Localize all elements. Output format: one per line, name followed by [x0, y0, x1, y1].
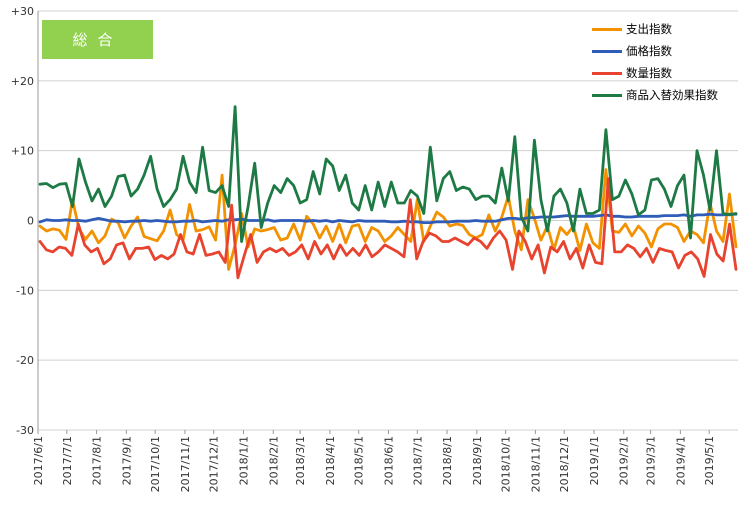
x-tick-label: 2017/12/1 [208, 436, 221, 492]
legend-item: 支出指数 [592, 18, 718, 40]
legend-label: 商品入替効果指数 [626, 88, 718, 102]
y-tick-label: +10 [11, 145, 34, 158]
x-tick-label: 2018/11/1 [529, 436, 542, 492]
legend-swatch [592, 27, 622, 31]
y-tick-label: 0 [27, 215, 34, 228]
y-tick-label: +20 [11, 75, 34, 88]
y-tick-label: -10 [16, 284, 34, 297]
x-tick-label: 2018/10/1 [500, 436, 513, 492]
y-tick-label: -20 [16, 354, 34, 367]
series-line-0 [38, 168, 738, 271]
x-tick-label: 2017/7/1 [61, 436, 74, 485]
x-tick-label: 2018/5/1 [353, 436, 366, 485]
legend-item: 数量指数 [592, 62, 718, 84]
x-tick-label: 2019/4/1 [674, 436, 687, 485]
x-tick-label: 2018/9/1 [471, 436, 484, 485]
chart-legend: 支出指数価格指数数量指数商品入替効果指数 [592, 18, 718, 106]
legend-swatch [592, 93, 622, 97]
legend-label: 支出指数 [626, 22, 672, 36]
legend-item: 価格指数 [592, 40, 718, 62]
x-tick-label: 2017/10/1 [149, 436, 162, 492]
x-tick-label: 2017/9/1 [120, 436, 133, 485]
chart-title: 総合 [72, 31, 123, 49]
x-tick-label: 2017/6/1 [32, 436, 45, 485]
legend-label: 価格指数 [626, 44, 672, 58]
y-axis-tick-labels: +30 +20 +10 0 -10 -20 -30 [11, 5, 34, 437]
x-tick-label: 2019/2/1 [618, 436, 631, 485]
x-tick-label: 2018/4/1 [324, 436, 337, 485]
series-line-2 [38, 177, 738, 280]
x-tick-label: 2018/3/1 [294, 436, 307, 485]
series-line-3 [38, 105, 738, 243]
series-lines [38, 105, 738, 280]
x-tick-label: 2017/11/1 [179, 436, 192, 492]
series-line-1 [38, 212, 738, 225]
x-tick-label: 2018/1/1 [237, 436, 250, 485]
chart-title-badge: 総合 [42, 20, 153, 59]
x-tick-label: 2019/1/1 [588, 436, 601, 485]
x-tick-label: 2018/12/1 [558, 436, 571, 492]
legend-swatch [592, 49, 622, 53]
chart-axes [37, 11, 710, 434]
x-tick-label: 2017/8/1 [91, 436, 104, 485]
x-tick-label: 2019/5/1 [703, 436, 716, 485]
x-axis-tick-labels: 2017/6/1 2017/7/1 2017/8/1 2017/9/1 2017/10/… [32, 436, 716, 492]
y-tick-label: +30 [11, 5, 34, 18]
legend-swatch [592, 71, 622, 75]
legend-item: 商品入替効果指数 [592, 84, 718, 106]
legend-label: 数量指数 [626, 66, 672, 80]
x-tick-label: 2018/6/1 [382, 436, 395, 485]
x-tick-label: 2018/2/1 [267, 436, 280, 485]
x-tick-label: 2019/3/1 [645, 436, 658, 485]
x-tick-label: 2018/8/1 [441, 436, 454, 485]
y-tick-label: -30 [16, 424, 34, 437]
x-tick-label: 2018/7/1 [411, 436, 424, 485]
